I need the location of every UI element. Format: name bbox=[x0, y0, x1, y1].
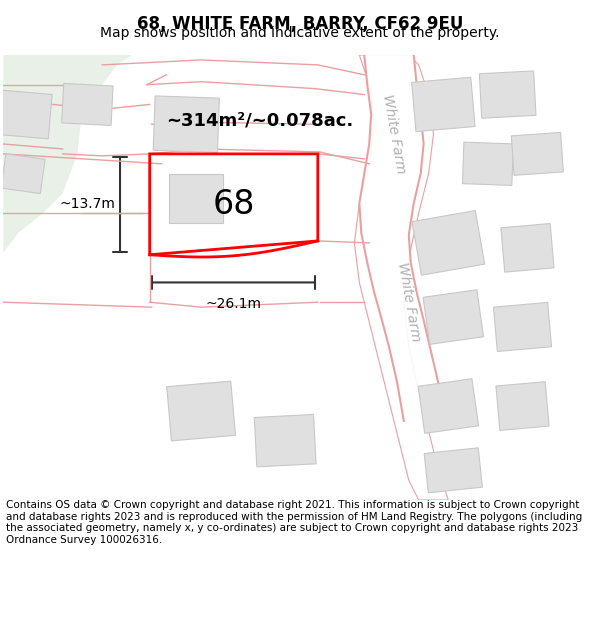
Bar bbox=[254, 414, 316, 467]
Bar bbox=[493, 302, 551, 351]
Bar bbox=[418, 379, 479, 433]
Bar bbox=[62, 83, 113, 126]
Bar bbox=[423, 290, 484, 344]
Text: White Farm: White Farm bbox=[380, 93, 408, 175]
Polygon shape bbox=[355, 55, 448, 500]
Text: ~26.1m: ~26.1m bbox=[206, 298, 262, 311]
Text: White Farm: White Farm bbox=[395, 261, 422, 343]
Bar bbox=[169, 174, 223, 223]
Bar bbox=[412, 211, 485, 275]
Bar bbox=[511, 132, 563, 176]
Bar bbox=[167, 381, 235, 441]
Bar bbox=[412, 78, 475, 132]
Bar bbox=[496, 382, 549, 431]
Polygon shape bbox=[359, 55, 446, 426]
Text: Map shows position and indicative extent of the property.: Map shows position and indicative extent… bbox=[100, 26, 500, 39]
Bar bbox=[153, 96, 220, 152]
Bar bbox=[0, 90, 52, 139]
Bar bbox=[463, 142, 514, 186]
Text: 68: 68 bbox=[212, 188, 255, 221]
Text: 68, WHITE FARM, BARRY, CF62 9EU: 68, WHITE FARM, BARRY, CF62 9EU bbox=[137, 16, 463, 33]
Text: Contains OS data © Crown copyright and database right 2021. This information is : Contains OS data © Crown copyright and d… bbox=[6, 500, 582, 545]
Bar bbox=[424, 448, 482, 493]
Bar bbox=[1, 154, 45, 194]
Text: ~314m²/~0.078ac.: ~314m²/~0.078ac. bbox=[166, 111, 354, 129]
Bar bbox=[501, 224, 554, 272]
Polygon shape bbox=[4, 55, 132, 500]
Text: ~13.7m: ~13.7m bbox=[59, 198, 115, 211]
Bar bbox=[479, 71, 536, 118]
